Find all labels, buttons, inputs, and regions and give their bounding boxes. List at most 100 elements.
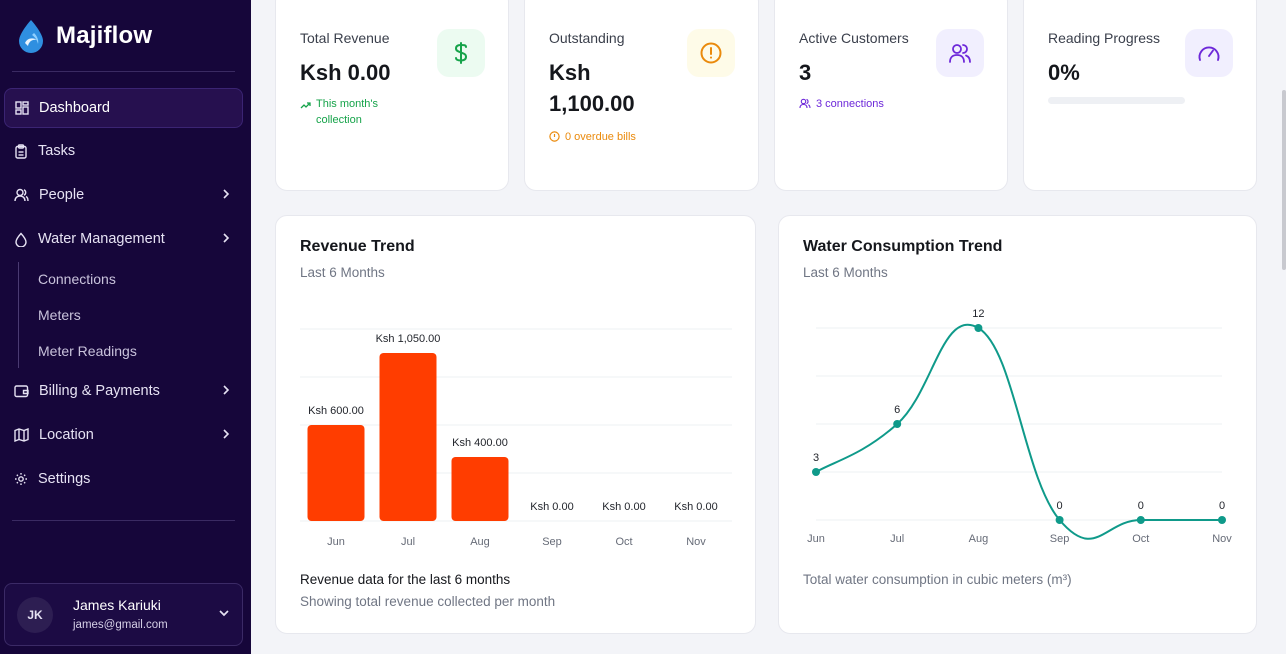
user-menu[interactable]: JK James Kariuki james@gmail.com (4, 583, 243, 646)
data-point (974, 324, 983, 332)
x-tick-label: Nov (1212, 533, 1232, 545)
chart-footer: Total water consumption in cubic meters … (803, 572, 1072, 587)
stat-subtext-label: This month's collection (316, 98, 379, 126)
bar (451, 457, 509, 521)
bar-data-label: Ksh 0.00 (602, 501, 645, 513)
page-scrollbar[interactable] (1282, 90, 1286, 270)
stat-value-line2: 1,100.00 (549, 91, 635, 116)
droplet-icon (15, 231, 27, 247)
x-tick-label: Sep (542, 536, 562, 548)
data-point (893, 420, 902, 428)
data-point (1218, 516, 1226, 524)
bar-data-label: Ksh 0.00 (530, 501, 573, 513)
sidebar-item-label: Billing & Payments (39, 383, 160, 399)
sidebar-item-location[interactable]: Location (4, 415, 243, 455)
point-data-label: 0 (1219, 500, 1225, 512)
x-tick-label: Oct (615, 536, 632, 548)
stat-subtext: 0 overdue bills (549, 129, 636, 145)
chart-title: Revenue Trend (300, 238, 415, 255)
stat-card-reading-progress: Reading Progress 0% (1023, 0, 1257, 191)
stat-subtext-label: 3 connections (816, 98, 884, 110)
stat-card-outstanding: Outstanding Ksh 1,100.00 0 overdue bills (524, 0, 759, 191)
x-tick-label: Jul (890, 533, 904, 545)
stat-label: Active Customers (799, 30, 909, 46)
revenue-trend-card: Revenue Trend Last 6 Months Ksh 600.00 Ju… (275, 215, 756, 634)
point-data-label: 12 (972, 308, 984, 320)
brand[interactable]: Majiflow (16, 18, 152, 54)
sidebar-item-label: Settings (38, 471, 91, 487)
sidebar: Majiflow Dashboard Tasks People Water Ma… (0, 0, 251, 654)
sidebar-divider (12, 71, 235, 72)
stat-card-total-revenue: Total Revenue Ksh 0.00 This month's coll… (275, 0, 509, 191)
avatar: JK (17, 597, 53, 633)
dashboard-icon (15, 101, 29, 115)
x-tick-label: Sep (1050, 533, 1070, 545)
stat-card-active-customers: Active Customers 3 3 connections (774, 0, 1008, 191)
stat-value: 3 (799, 60, 812, 85)
users-icon (14, 188, 29, 202)
sidebar-item-settings[interactable]: Settings (4, 459, 243, 499)
wallet-icon (14, 385, 29, 398)
sidebar-item-people[interactable]: People (4, 175, 243, 215)
stat-value: Ksh 0.00 (300, 60, 391, 85)
stat-icon-box (437, 29, 485, 77)
alert-circle-icon (549, 131, 560, 142)
sidebar-item-tasks[interactable]: Tasks (4, 131, 243, 171)
gear-icon (15, 473, 27, 485)
x-tick-label: Aug (969, 533, 989, 545)
droplet-logo-icon (19, 20, 43, 53)
bar (307, 425, 365, 521)
users-icon (799, 98, 811, 109)
chart-subtitle: Last 6 Months (803, 265, 888, 280)
sidebar-item-water-management[interactable]: Water Management (4, 219, 243, 259)
trending-up-icon (300, 102, 311, 109)
chart-title: Water Consumption Trend (803, 238, 1003, 255)
bar-data-label: Ksh 400.00 (452, 437, 508, 449)
sidebar-item-label: People (39, 187, 85, 203)
sidebar-item-billing-payments[interactable]: Billing & Payments (4, 371, 243, 411)
reading-progress-bar (1048, 97, 1185, 104)
sidebar-subitem-meter-readings[interactable]: Meter Readings (38, 343, 137, 359)
sidebar-divider (12, 520, 235, 521)
sidebar-item-label: Tasks (38, 143, 76, 159)
bar (379, 353, 437, 521)
point-data-label: 6 (894, 404, 900, 416)
stat-value: 0% (1048, 60, 1080, 85)
stat-icon-box (687, 29, 735, 77)
revenue-bar-chart: Ksh 600.00 Jun Ksh 1,050.00 Jul Ksh 400.00 Au… (300, 328, 732, 548)
stat-subtext-label: 0 overdue bills (565, 131, 636, 143)
point-data-label: 0 (1057, 500, 1063, 512)
users-icon (949, 44, 971, 63)
chevron-down-icon[interactable] (218, 608, 230, 618)
stat-value-line1: Ksh (549, 60, 591, 85)
sidebar-item-label: Location (39, 427, 94, 443)
brand-name: Majiflow (56, 22, 153, 49)
x-tick-label: Jun (807, 533, 825, 545)
user-email: james@gmail.com (73, 619, 168, 631)
dollar-icon (454, 42, 468, 64)
data-point (1055, 516, 1064, 524)
bar-data-label: Ksh 600.00 (308, 405, 364, 417)
sidebar-item-dashboard[interactable]: Dashboard (4, 88, 243, 128)
sidebar-subitem-connections[interactable]: Connections (38, 271, 116, 287)
series-line (815, 324, 1222, 540)
map-icon (14, 428, 29, 442)
sidebar-subitem-meters[interactable]: Meters (38, 307, 81, 323)
stat-icon-box (1185, 29, 1233, 77)
chevron-right-icon (223, 189, 230, 199)
water-consumption-card: Water Consumption Trend Last 6 Months 3 J… (778, 215, 1257, 634)
clipboard-icon (15, 143, 27, 159)
x-tick-label: Jun (327, 536, 345, 548)
x-tick-label: Nov (686, 536, 706, 548)
submenu-line (18, 262, 19, 368)
point-data-label: 0 (1138, 500, 1144, 512)
stat-label: Total Revenue (300, 30, 390, 46)
point-data-label: 3 (813, 452, 819, 464)
x-tick-label: Oct (1132, 533, 1149, 545)
chart-subtitle: Last 6 Months (300, 265, 385, 280)
chart-footer-title: Revenue data for the last 6 months (300, 572, 511, 587)
chevron-right-icon (223, 385, 230, 395)
stat-label: Outstanding (549, 30, 625, 46)
bar-data-label: Ksh 0.00 (674, 501, 717, 513)
stat-subtext: 3 connections (799, 96, 884, 112)
